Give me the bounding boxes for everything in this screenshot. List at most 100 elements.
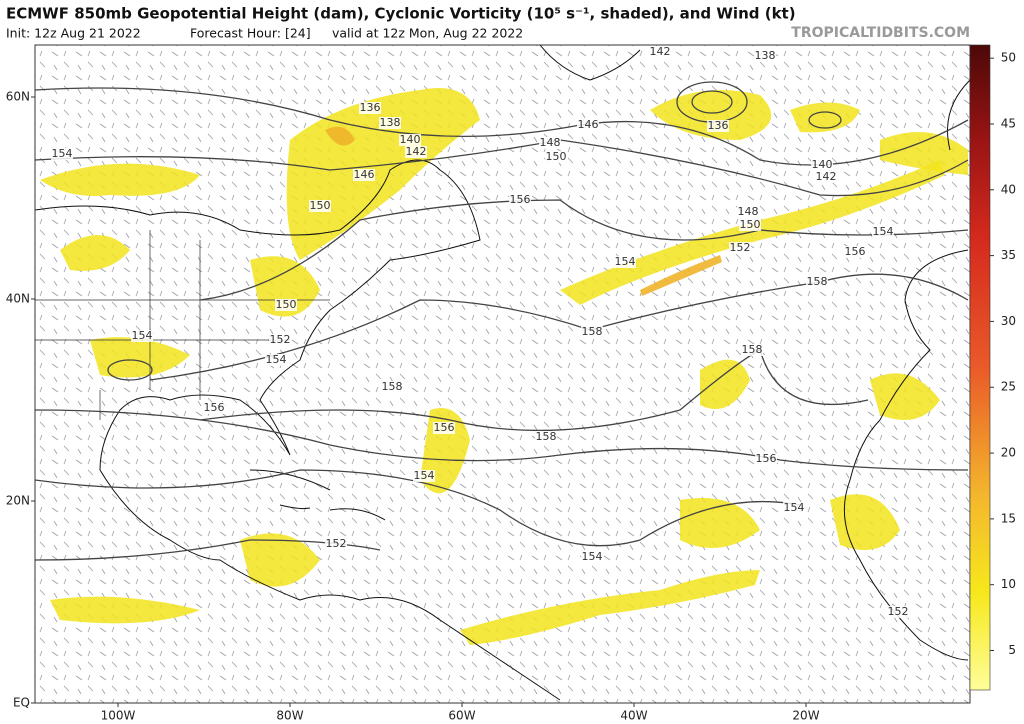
contour-label-bg	[783, 502, 805, 514]
contour-label: 142	[406, 145, 427, 158]
contour-label: 146	[578, 118, 599, 131]
contour-label: 150	[740, 218, 761, 231]
colorbar-label: 20	[1001, 446, 1016, 460]
contour-label: 136	[708, 119, 729, 132]
init-time: Init: 12z Aug 21 2022	[6, 26, 141, 41]
contour-label: 138	[380, 116, 401, 129]
contour-label: 154	[52, 147, 73, 160]
contour-label: 150	[546, 150, 567, 163]
contour-label-bg	[509, 194, 531, 206]
colorbar-label: 40	[1001, 182, 1016, 196]
valid-time: valid at 12z Mon, Aug 22 2022	[332, 26, 523, 41]
contour-label-bg	[872, 226, 894, 238]
contour-label-bg	[269, 334, 291, 346]
contour-label: 158	[807, 275, 828, 288]
contour-label-bg	[275, 299, 297, 311]
contour-label-bg	[359, 102, 381, 114]
contour-label: 142	[650, 45, 671, 58]
contour-label-bg	[741, 344, 763, 356]
contour-label: 142	[816, 170, 837, 183]
contour-label-bg	[614, 256, 636, 268]
contour-label-bg	[131, 330, 153, 342]
wind-barbs	[35, 45, 970, 703]
contour-label: 158	[742, 343, 763, 356]
contour-label-bg	[265, 354, 287, 366]
contour-label: 150	[310, 199, 331, 212]
contour-label-bg	[755, 453, 777, 465]
colorbar-label: 25	[1001, 380, 1016, 394]
lat-label: 40N	[6, 292, 30, 306]
contour-label-bg	[325, 538, 347, 550]
contour-label-bg	[539, 137, 561, 149]
contour-label-bg	[51, 148, 73, 160]
coastlines	[35, 45, 970, 701]
lon-label: 80W	[276, 709, 303, 723]
contour-label: 152	[270, 333, 291, 346]
contour-label-bg	[381, 381, 403, 393]
contour-label: 158	[382, 380, 403, 393]
contour-label: 156	[434, 421, 455, 434]
contour-label: 154	[873, 225, 894, 238]
contour-label-bg	[844, 246, 866, 258]
contour-label: 154	[414, 469, 435, 482]
contour-label: 136	[360, 101, 381, 114]
contour-label-bg	[413, 470, 435, 482]
contour-label: 148	[738, 205, 759, 218]
colorbar-label: 35	[1001, 248, 1016, 262]
contour-label-bg	[353, 169, 375, 181]
contour-label-bg	[887, 606, 909, 618]
lon-label: 60W	[448, 709, 475, 723]
contour-label-bg	[707, 120, 729, 132]
colorbar	[969, 44, 991, 691]
map-area	[35, 45, 970, 703]
lat-label: 20N	[6, 494, 30, 508]
contour-label-bg	[739, 219, 761, 231]
contour-label-bg	[433, 422, 455, 434]
lon-label: 40W	[620, 709, 647, 723]
contour-label: 140	[400, 133, 421, 146]
lat-label: EQ	[13, 696, 30, 710]
colorbar-label: 45	[1001, 116, 1016, 130]
contour-label: 156	[845, 245, 866, 258]
colorbar-label: 10	[1001, 577, 1016, 591]
contour-label-bg	[754, 50, 776, 62]
contour-label-bg	[729, 242, 751, 254]
contour-label: 154	[132, 329, 153, 342]
colorbar-label: 50	[1001, 51, 1016, 65]
contour-label: 152	[730, 241, 751, 254]
contour-label: 156	[204, 401, 225, 414]
contour-label: 156	[510, 193, 531, 206]
forecast-hour: Forecast Hour: [24]	[190, 26, 311, 41]
contour-label: 150	[276, 298, 297, 311]
contour-label: 140	[812, 158, 833, 171]
colorbar-label: 15	[1001, 511, 1016, 525]
lon-label: 100W	[101, 709, 136, 723]
contour-label-bg	[806, 276, 828, 288]
contour-label: 146	[354, 168, 375, 181]
contour-label: 158	[536, 430, 557, 443]
contour-label-bg	[535, 431, 557, 443]
vorticity-shading	[40, 88, 968, 645]
contour-label: 154	[266, 353, 287, 366]
map-title: ECMWF 850mb Geopotential Height (dam), C…	[6, 5, 796, 23]
contour-label: 154	[615, 255, 636, 268]
contour-label: 158	[582, 325, 603, 338]
contour-label-bg	[581, 326, 603, 338]
contour-label-bg	[737, 206, 759, 218]
contour-label-bg	[405, 146, 427, 158]
contour-label: 152	[888, 605, 909, 618]
contour-label-bg	[649, 46, 671, 58]
contour-label-bg	[203, 402, 225, 414]
contour-label: 156	[756, 452, 777, 465]
contour-label-bg	[815, 171, 837, 183]
colorbar-label: 30	[1001, 314, 1016, 328]
contour-label-bg	[399, 134, 421, 146]
contour-label-bg	[581, 551, 603, 563]
colorbar-label: 5	[1008, 643, 1016, 657]
contour-label-bg	[379, 117, 401, 129]
contour-label-bg	[545, 151, 567, 163]
lat-label: 60N	[6, 90, 30, 104]
contour-label-bg	[309, 200, 331, 212]
contour-label: 138	[755, 49, 776, 62]
